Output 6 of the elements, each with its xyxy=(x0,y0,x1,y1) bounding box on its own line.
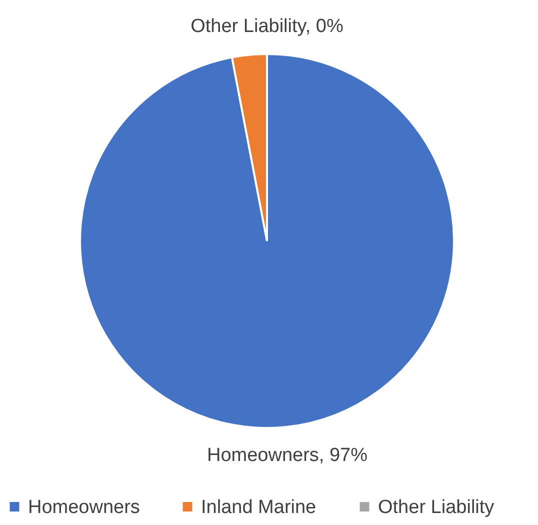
legend-label: Homeowners xyxy=(28,496,140,518)
legend-label: Other Liability xyxy=(378,496,495,518)
text: Other Liability, 0% xyxy=(190,16,344,37)
pie-slice xyxy=(79,53,455,429)
legend-label: Inland Marine xyxy=(201,496,316,518)
data-label: Homeowners, 97% xyxy=(206,445,368,466)
